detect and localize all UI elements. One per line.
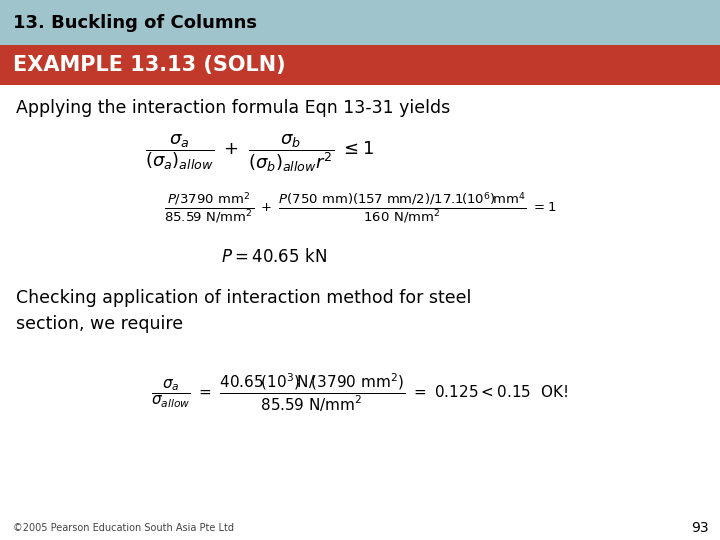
Text: $\dfrac{\sigma_a}{\sigma_{allow}}\ =\ \dfrac{40.65\!\left(10^3\right)\!\mathrm{N: $\dfrac{\sigma_a}{\sigma_{allow}}\ =\ \d… [151,372,569,414]
Text: 93: 93 [692,521,709,535]
Text: Applying the interaction formula Eqn 13-31 yields: Applying the interaction formula Eqn 13-… [16,99,450,117]
Text: $\dfrac{\sigma_a}{(\sigma_a)_{allow}}\ +\ \dfrac{\sigma_b}{(\sigma_b)_{allow}r^2: $\dfrac{\sigma_a}{(\sigma_a)_{allow}}\ +… [145,132,374,174]
Text: Checking application of interaction method for steel: Checking application of interaction meth… [16,289,471,307]
Text: $\dfrac{P/3790\ \mathrm{mm}^2}{85.59\ \mathrm{N/mm}^2}\ +\ \dfrac{P(750\ \mathrm: $\dfrac{P/3790\ \mathrm{mm}^2}{85.59\ \m… [164,191,556,225]
Text: ©2005 Pearson Education South Asia Pte Ltd: ©2005 Pearson Education South Asia Pte L… [13,523,234,533]
FancyBboxPatch shape [0,45,720,85]
Text: $P = 40.65\ \mathrm{kN}$: $P = 40.65\ \mathrm{kN}$ [220,247,327,266]
FancyBboxPatch shape [0,0,720,46]
Text: 13. Buckling of Columns: 13. Buckling of Columns [13,14,257,32]
Text: section, we require: section, we require [16,315,183,333]
Text: EXAMPLE 13.13 (SOLN): EXAMPLE 13.13 (SOLN) [13,55,286,76]
